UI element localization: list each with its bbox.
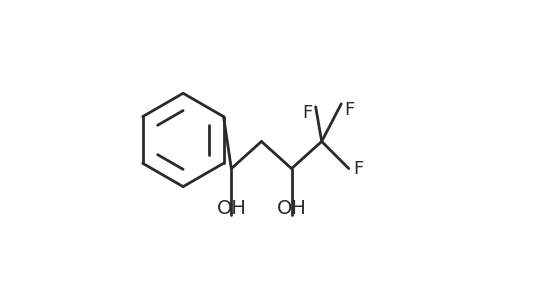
Text: OH: OH [277,199,306,218]
Text: F: F [302,104,312,122]
Text: F: F [344,101,355,119]
Text: F: F [353,160,364,178]
Text: OH: OH [216,199,246,218]
